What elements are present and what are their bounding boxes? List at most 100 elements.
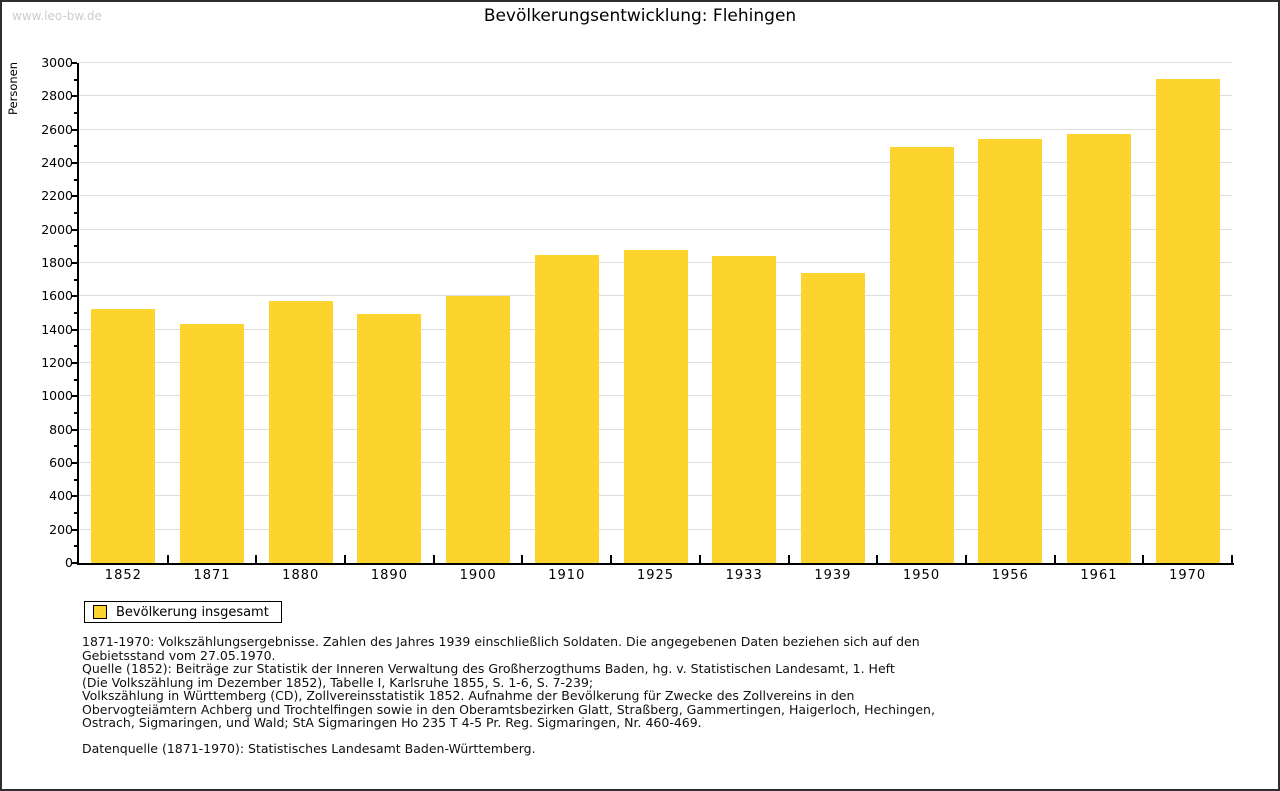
bar-1852 [91, 309, 156, 563]
x-axis-label-1939: 1939 [814, 568, 852, 583]
x-axis-label-1871: 1871 [193, 568, 231, 583]
x-axis-tick-4 [432, 555, 435, 563]
footnote-line-5: Volkszählung in Württemberg (CD), Zollve… [82, 688, 855, 703]
footnote-line-3: Quelle (1852): Beiträge zur Statistik de… [82, 661, 895, 676]
bar-1910 [534, 255, 599, 563]
bar-1970 [1155, 79, 1220, 563]
footnote-line-1: 1871-1970: Volkszählungsergebnisse. Zahl… [82, 634, 920, 649]
y-axis-minor-tick-2300 [74, 178, 77, 181]
y-axis-minor-tick-2500 [74, 145, 77, 148]
x-axis-label-1956: 1956 [991, 568, 1029, 583]
x-axis-tick-9 [876, 555, 879, 563]
y-axis-label-600: 600 [49, 455, 73, 470]
y-axis-tick-400 [71, 495, 77, 498]
gridline-3000 [79, 62, 1232, 63]
y-axis-tick-2600 [71, 128, 77, 131]
y-axis-label-2200: 2200 [41, 188, 73, 204]
y-axis-tick-1200 [71, 362, 77, 364]
x-axis-label-1970: 1970 [1169, 568, 1207, 583]
x-axis-tick-5 [521, 555, 524, 563]
y-axis-tick-2200 [71, 195, 77, 198]
footnote-line-7: Ostrach, Sigmaringen, und Wald; StA Sigm… [82, 715, 702, 730]
y-axis-label-800: 800 [49, 421, 73, 437]
bar-1950 [889, 147, 954, 563]
x-axis-tick-10 [964, 555, 967, 563]
bar-1880 [268, 301, 333, 563]
bar-1890 [357, 314, 422, 563]
y-axis-minor-tick-100 [74, 545, 77, 548]
bar-1961 [1066, 134, 1131, 563]
y-axis-minor-tick-900 [74, 412, 77, 414]
bar-1956 [978, 139, 1043, 563]
y-axis-tick-2400 [71, 162, 77, 164]
x-axis-tick-2 [255, 555, 258, 563]
y-axis-tick-1800 [71, 262, 77, 264]
x-axis-label-1933: 1933 [725, 568, 763, 583]
y-axis-tick-2000 [71, 228, 77, 231]
y-axis-minor-tick-2900 [74, 78, 77, 81]
gridline-2200 [79, 195, 1232, 197]
x-axis-label-1910: 1910 [548, 568, 586, 583]
x-axis-tick-11 [1053, 555, 1056, 563]
gridline-2000 [79, 228, 1232, 230]
x-axis-label-1900: 1900 [459, 568, 497, 583]
y-axis-tick-3000 [71, 62, 77, 64]
x-axis-tick-12 [1142, 555, 1145, 563]
x-axis-tick-3 [344, 555, 347, 563]
datasource-line: Datenquelle (1871-1970): Statistisches L… [82, 741, 536, 756]
gridline-2400 [79, 162, 1232, 163]
y-axis-label-1000: 1000 [41, 388, 73, 404]
y-axis-minor-tick-700 [74, 445, 77, 448]
y-axis-label-1400: 1400 [41, 321, 73, 337]
y-axis-tick-800 [71, 428, 77, 431]
x-axis-label-1925: 1925 [636, 568, 675, 583]
legend-label: Bevölkerung insgesamt [116, 604, 269, 620]
legend-swatch-icon [93, 605, 107, 619]
y-axis-label-3000: 3000 [41, 55, 73, 70]
y-axis-minor-tick-1700 [74, 278, 77, 281]
y-axis-tick-2800 [71, 95, 77, 98]
chart-title: Bevölkerungsentwicklung: Flehingen [483, 6, 797, 26]
bar-1939 [800, 273, 865, 563]
y-axis-tick-1000 [71, 395, 77, 398]
x-axis-label-1961: 1961 [1080, 568, 1118, 583]
y-axis-label-1800: 1800 [41, 255, 73, 270]
footnote-line-6: Obervogteiämtern Achberg und Trochtelfin… [82, 701, 935, 717]
y-axis-minor-tick-1100 [74, 378, 77, 381]
x-axis-tick-7 [698, 555, 701, 563]
y-axis-tick-600 [71, 462, 77, 464]
bar-1871 [180, 324, 245, 563]
y-axis-label-1200: 1200 [41, 355, 73, 370]
y-axis-tick-200 [71, 528, 77, 531]
bar-1900 [446, 296, 511, 563]
x-axis-label-1880: 1880 [282, 568, 320, 583]
y-axis-tick-0 [71, 562, 77, 564]
bar-1925 [623, 250, 688, 563]
footnote-line-2: Gebietsstand vom 27.05.1970. [82, 647, 276, 663]
y-axis-label-1600: 1600 [41, 288, 73, 304]
watermark-url: www.leo-bw.de [12, 9, 102, 23]
y-axis-minor-tick-1300 [74, 345, 77, 348]
y-axis-tick-1600 [71, 295, 77, 298]
x-axis-tick-1 [166, 555, 169, 563]
x-axis-label-1890: 1890 [370, 568, 408, 583]
y-axis-label-200: 200 [49, 521, 73, 537]
y-axis-minor-tick-2100 [74, 212, 77, 214]
y-axis-minor-tick-300 [74, 512, 77, 514]
legend: Bevölkerung insgesamt [84, 601, 282, 623]
y-axis-label-2800: 2800 [41, 88, 73, 104]
x-axis-tick-6 [610, 555, 613, 563]
y-axis-label-2600: 2600 [41, 121, 73, 137]
gridline-2600 [79, 128, 1232, 130]
bar-1933 [712, 256, 777, 563]
y-axis-label-2400: 2400 [41, 155, 73, 170]
footnote-line-4: (Die Volkszählung im Dezember 1852), Tab… [82, 674, 594, 690]
x-axis-label-1950: 1950 [903, 568, 941, 583]
y-axis-tick-1400 [71, 328, 77, 331]
x-axis-label-1852: 1852 [104, 568, 142, 583]
y-axis-label-400: 400 [49, 488, 73, 504]
y-axis-minor-tick-2700 [74, 112, 77, 114]
gridline-2800 [79, 95, 1232, 97]
x-axis-tick-13 [1231, 555, 1233, 563]
